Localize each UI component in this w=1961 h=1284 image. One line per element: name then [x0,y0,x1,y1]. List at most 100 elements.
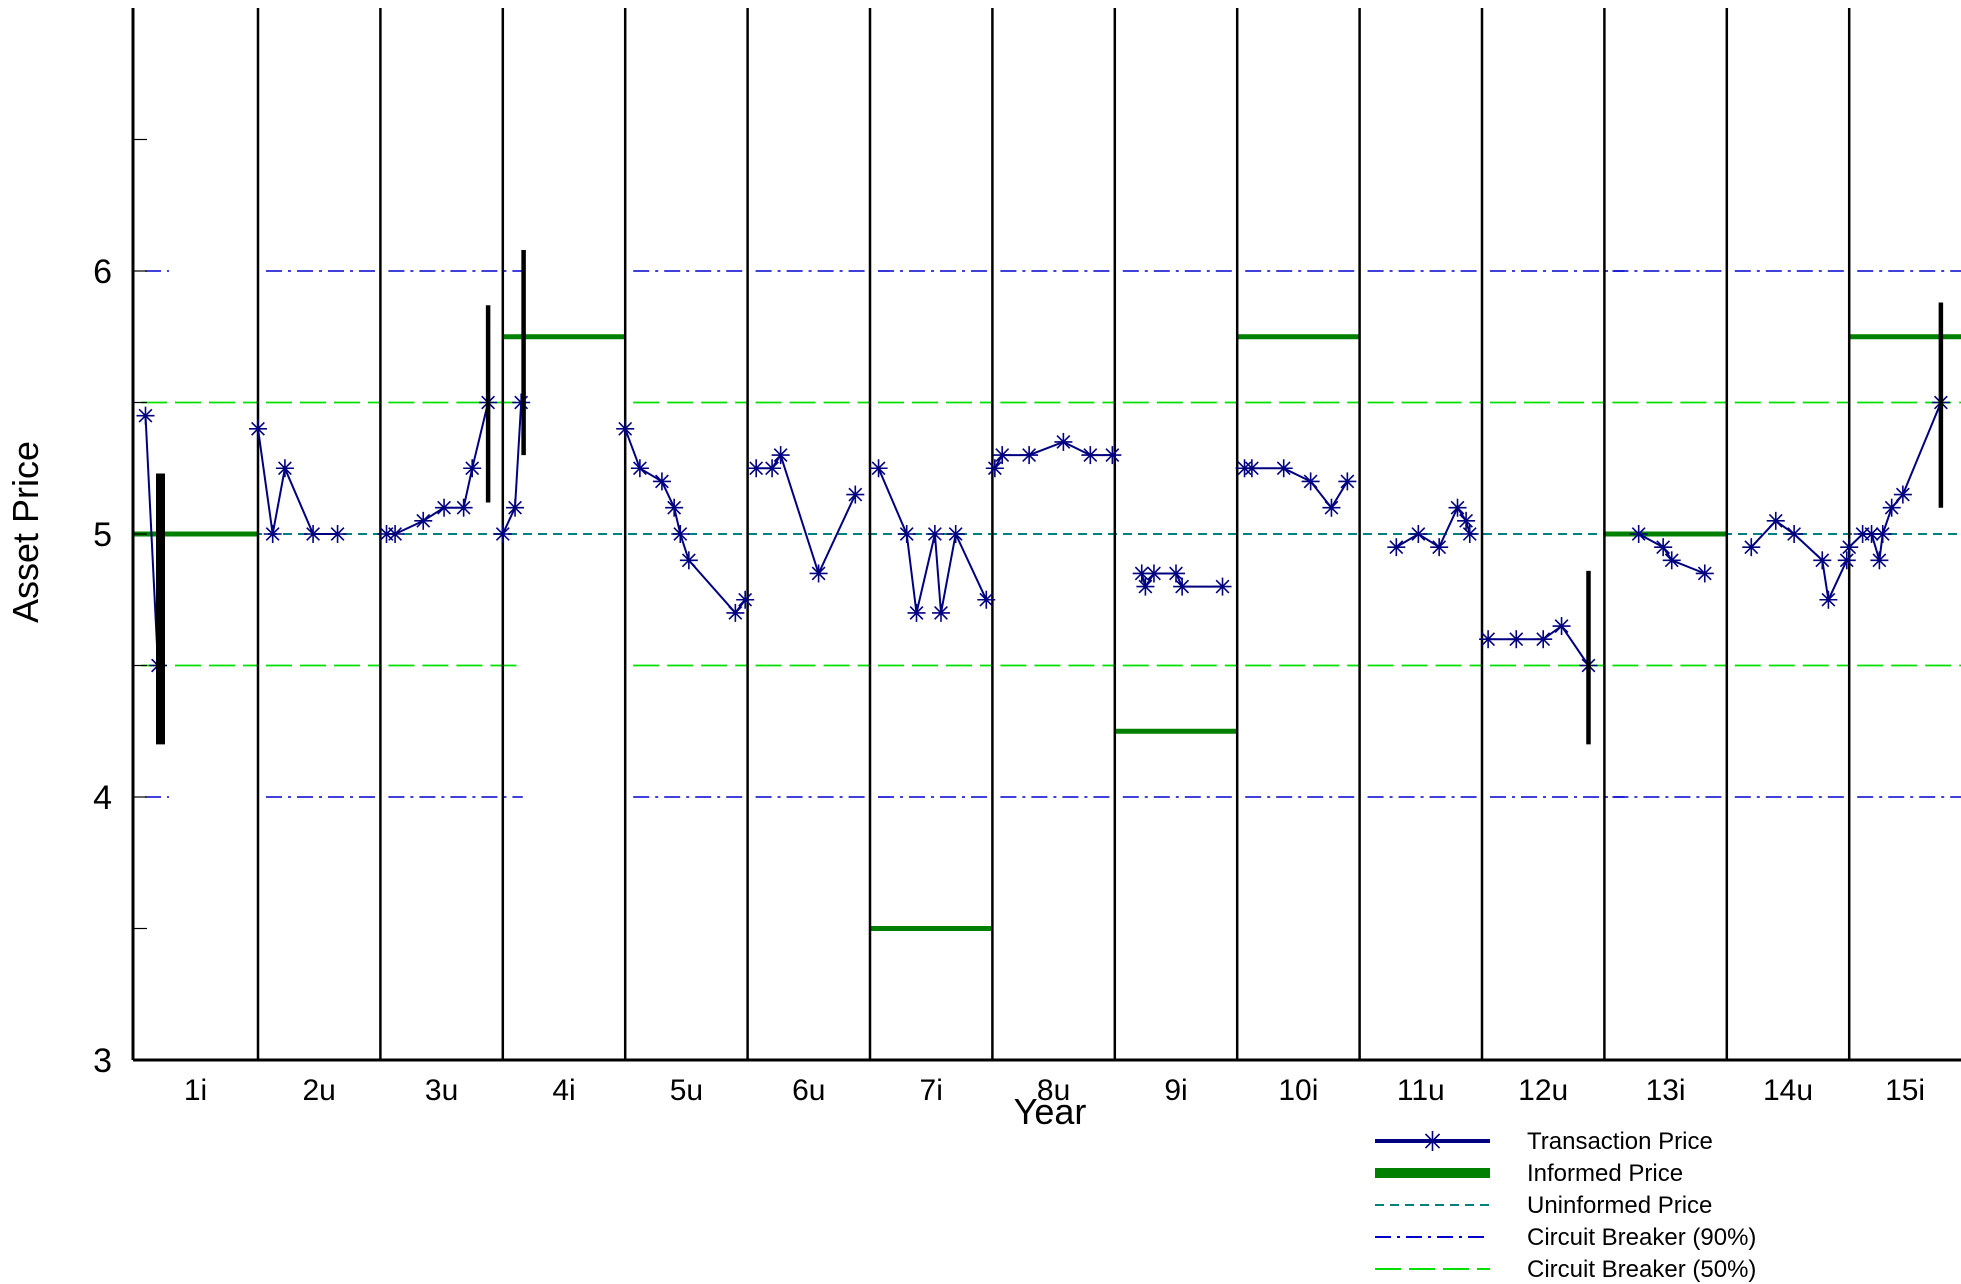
period-label-5u: 5u [670,1074,703,1107]
transaction-point-p5-3 [665,498,684,517]
transaction-point-p11-5 [1460,525,1479,543]
transaction-point-p12-3 [1552,617,1571,636]
transaction-point-p12-0 [1479,630,1498,649]
circuit-breaker-bands [141,270,1961,798]
transaction-point-p2-0 [249,419,267,438]
transaction-point-p14-4 [1819,590,1838,609]
transaction-point-p5-5 [679,551,698,570]
transaction-line-p12 [1488,624,1590,667]
transaction-point-p8-4 [1081,446,1100,465]
transaction-point-p10-3 [1301,472,1320,491]
transaction-point-p6-3 [809,564,828,583]
transaction-point-p15-0 [1840,538,1859,557]
trading-halt-markers [156,249,1944,745]
period-label-10i: 10i [1278,1074,1318,1107]
informed-price-layer [133,334,1961,931]
transaction-point-p3-1 [386,525,405,543]
transaction-point-p7-6 [977,590,996,609]
transaction-line-p6 [756,452,857,577]
y-axis-title: Asset Price [5,441,46,623]
transaction-point-p7-0 [869,459,888,478]
transaction-point-p14-1 [1766,511,1785,530]
transaction-point-p6-0 [747,459,766,478]
transaction-line-p14 [1750,519,1848,604]
period-label-14u: 14u [1763,1074,1813,1107]
transaction-point-p13-3 [1695,564,1714,583]
legend-label-cb90: Circuit Breaker (90%) [1527,1224,1756,1251]
transaction-point-p5-4 [671,525,690,543]
transaction-point-p9-1 [1136,577,1155,596]
transaction-point-p14-5 [1837,551,1856,570]
transaction-point-p14-0 [1742,538,1761,557]
legend-label-cb50: Circuit Breaker (50%) [1527,1256,1756,1283]
transaction-point-p15-4 [1873,525,1892,543]
transaction-point-p7-4 [931,603,950,622]
tick-labels: 3 4 5 6 1i 2u 3u 4i 5u 6u 7i 8u 9i 10i 11u 12u 13i 14u 15i [93,253,1925,1107]
transaction-line-p5 [624,428,747,615]
transaction-point-p11-3 [1448,498,1467,517]
period-label-1i: 1i [184,1074,207,1107]
transaction-point-p5-7 [736,590,755,609]
transaction-point-p11-1 [1409,525,1428,543]
legend-item-informed: Informed Price [1375,1160,1683,1187]
transaction-point-p9-5 [1213,577,1232,596]
transaction-point-p10-2 [1274,459,1293,478]
period-label-12u: 12u [1518,1074,1568,1107]
legend-star-marker-shape [1422,1131,1443,1151]
transaction-point-p7-2 [907,603,926,622]
y-tick-label-4: 4 [93,779,112,817]
transaction-point-p5-1 [630,459,649,478]
legend-star-marker [1422,1131,1443,1151]
transaction-point-p8-1 [993,446,1012,465]
legend-label-uninformed: Uninformed Price [1527,1192,1712,1219]
transaction-point-p5-0 [616,419,635,438]
transaction-point-p8-3 [1054,432,1073,451]
legend-item-cb50: Circuit Breaker (50%) [1375,1256,1756,1283]
transaction-point-p15-3 [1870,551,1889,570]
y-tick-label-5: 5 [93,516,112,554]
transaction-line-p4 [501,402,523,535]
legend-label-transaction: Transaction Price [1527,1128,1713,1155]
transaction-point-p8-5 [1103,446,1122,465]
transaction-point-p3-3 [435,498,454,517]
transaction-point-p4-0 [493,525,512,543]
transaction-point-p15-2 [1862,525,1881,543]
y-tick-label-3: 3 [93,1042,112,1080]
transaction-point-p9-4 [1173,577,1192,596]
transaction-point-p10-5 [1338,472,1357,491]
transaction-point-p6-1 [763,459,782,478]
transaction-point-p13-2 [1662,551,1681,570]
transaction-point-p13-1 [1654,538,1673,557]
legend: Transaction Price Informed Price Uninfor… [1375,1128,1756,1283]
transaction-point-p14-2 [1785,525,1804,543]
period-label-7i: 7i [920,1074,943,1107]
transaction-point-p15-6 [1893,485,1912,504]
transaction-point-p3-2 [414,511,433,530]
transaction-point-p5-2 [652,472,671,491]
period-label-4i: 4i [552,1074,575,1107]
legend-item-cb90: Circuit Breaker (90%) [1375,1224,1756,1251]
period-label-8u: 8u [1037,1074,1070,1107]
transaction-point-p8-0 [985,459,1004,478]
transaction-point-p7-3 [925,525,944,543]
transaction-point-p12-1 [1507,630,1526,649]
transaction-point-p10-1 [1242,459,1261,478]
period-label-9i: 9i [1164,1074,1187,1107]
period-label-6u: 6u [792,1074,825,1107]
transaction-point-p11-4 [1457,511,1476,530]
transaction-point-p15-5 [1882,498,1901,517]
transaction-point-p2-2 [275,459,294,478]
transaction-point-p11-0 [1387,538,1406,557]
transaction-point-p3-5 [463,459,482,478]
legend-label-informed: Informed Price [1527,1160,1683,1187]
axes [131,8,1961,1062]
x-axis-title: Year [1014,1091,1087,1132]
legend-item-transaction: Transaction Price [1375,1128,1713,1155]
transaction-point-p2-1 [263,525,282,543]
y-tick-label-6: 6 [93,253,112,291]
transaction-point-p5-6 [726,603,745,622]
transaction-point-p12-2 [1534,630,1553,649]
transaction-point-p4-2 [512,393,531,412]
transaction-line-p1 [144,415,159,666]
